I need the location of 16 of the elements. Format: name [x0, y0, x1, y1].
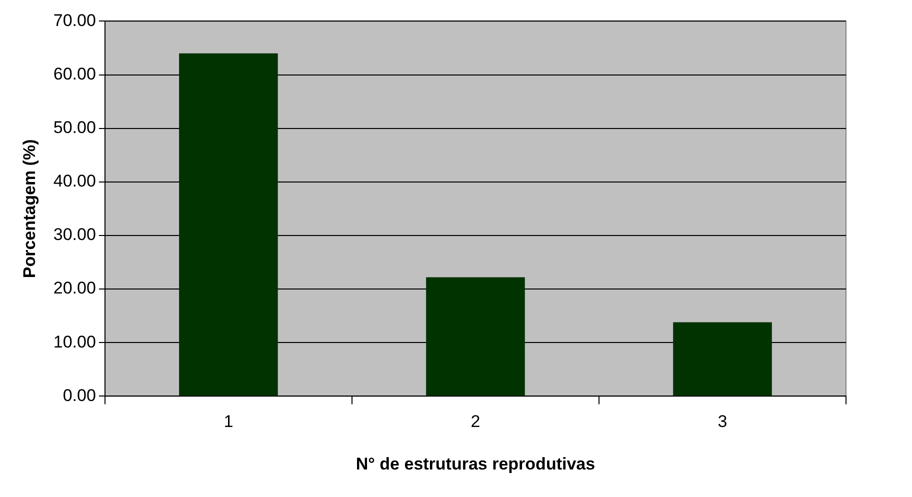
y-tick-label: 0.00: [62, 386, 96, 405]
x-tick-label: 1: [224, 412, 234, 432]
x-axis-title: N° de estruturas reprodutivas: [356, 454, 596, 474]
y-tick-label: 10.00: [53, 332, 96, 352]
y-tick-label: 20.00: [53, 278, 96, 298]
bar: [426, 277, 525, 396]
y-axis-title: Porcentagem (%): [20, 139, 39, 278]
y-tick-label: 60.00: [53, 64, 96, 84]
y-tick-label: 70.00: [53, 10, 96, 30]
y-tick-label: 40.00: [53, 172, 96, 191]
y-tick-label: 50.00: [53, 118, 96, 138]
bar: [179, 53, 278, 396]
y-tick-label: 30.00: [53, 225, 96, 244]
bar: [673, 322, 772, 396]
x-tick-label: 3: [718, 412, 728, 432]
x-tick-label: 2: [470, 412, 480, 432]
